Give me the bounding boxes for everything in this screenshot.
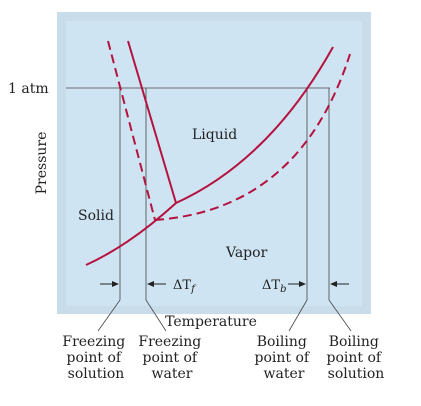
- temperature-axis-label: Temperature: [165, 314, 257, 330]
- annotation-bp-water: Boiling point of water: [254, 334, 313, 382]
- vaporization-curve-solution: [154, 53, 351, 221]
- delta-tf-label: ΔTf: [173, 278, 197, 295]
- annotation-fp-solution: Freezing point of solution: [62, 334, 129, 382]
- melting-curve-water: [127, 40, 177, 204]
- plot-area: [66, 21, 362, 306]
- melting-curve-solution: [107, 40, 156, 221]
- sublimation-curve-water: [85, 202, 177, 266]
- vapor-label: Vapor: [225, 245, 268, 261]
- leader-bp-water: [288, 299, 308, 332]
- delta-tb-label: ΔTb: [262, 278, 286, 295]
- leader-bp-solution: [328, 299, 352, 332]
- liquid-label: Liquid: [192, 127, 237, 143]
- leader-fp-solution: [97, 299, 121, 332]
- pressure-axis-label: Pressure: [34, 132, 50, 195]
- delta-tf-marker: [100, 281, 166, 287]
- annotation-fp-water: Freezing point of water: [138, 334, 205, 382]
- delta-tb-marker: [288, 281, 349, 287]
- leader-fp-water: [145, 299, 167, 332]
- annotation-bp-solution: Boiling point of solution: [326, 334, 385, 382]
- vaporization-curve-water: [175, 46, 334, 204]
- solid-label: Solid: [78, 208, 114, 224]
- one-atm-label: 1 atm: [8, 81, 49, 97]
